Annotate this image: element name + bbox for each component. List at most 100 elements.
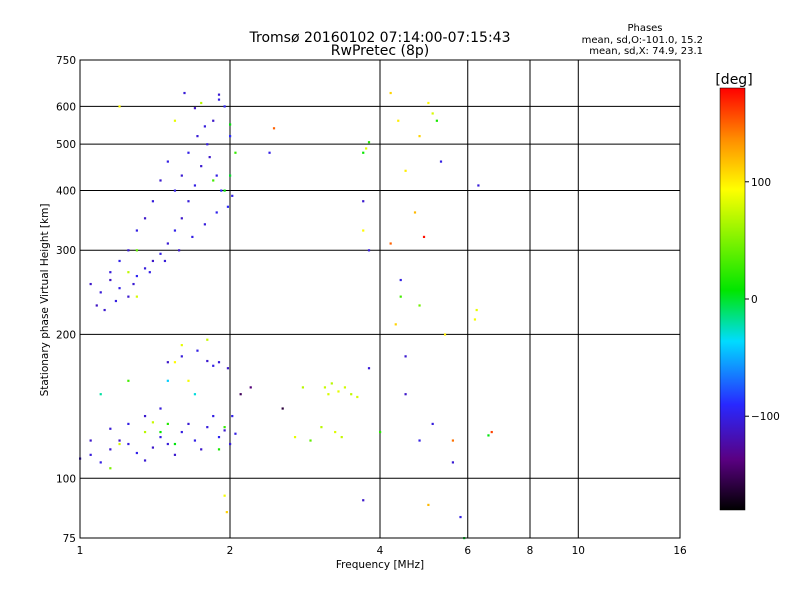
- data-point-X: [389, 242, 392, 245]
- data-point-O: [89, 439, 92, 442]
- data-point-other: [379, 430, 382, 434]
- data-point-other: [217, 448, 221, 451]
- y-tick-label: 600: [56, 101, 76, 113]
- data-point-O: [166, 361, 169, 364]
- data-point-other: [229, 174, 232, 177]
- data-point-O: [180, 174, 183, 177]
- data-point-X: [340, 435, 343, 439]
- data-point-X: [418, 135, 421, 138]
- data-point-X: [389, 91, 392, 95]
- data-point-O: [200, 165, 203, 168]
- y-tick-label: 500: [56, 139, 76, 151]
- data-point-other: [223, 189, 226, 192]
- colorbar-gradient: [719, 87, 746, 511]
- data-point-X: [118, 105, 121, 108]
- y-tick-label: 400: [56, 185, 76, 197]
- data-point-O: [103, 308, 106, 312]
- data-point-O: [451, 461, 455, 464]
- data-point-O: [177, 249, 181, 252]
- y-tick-label: 200: [56, 329, 76, 341]
- grid-lines: [80, 60, 680, 538]
- colorbar-label: [deg]: [715, 72, 752, 88]
- data-point-O: [173, 453, 177, 456]
- data-point-O: [151, 259, 155, 263]
- data-point-X: [323, 386, 327, 389]
- y-tick-label: 100: [56, 473, 76, 485]
- data-point-X: [187, 379, 190, 382]
- data-point-X: [206, 338, 209, 341]
- data-point-O: [206, 426, 209, 429]
- data-point-O: [268, 151, 271, 154]
- data-point-O: [193, 439, 197, 442]
- x-tick-label: 8: [527, 545, 534, 557]
- data-point-O: [367, 367, 371, 370]
- data-point-O: [196, 349, 199, 352]
- data-point-O: [229, 135, 232, 138]
- data-point-O: [132, 282, 135, 286]
- data-point-other: [166, 422, 169, 426]
- colorbar-tick-label: 0: [751, 294, 758, 306]
- data-point-X: [223, 494, 226, 497]
- colorbar: 100 0 −100: [719, 87, 780, 511]
- data-point-O: [477, 184, 480, 187]
- data-point-O: [229, 442, 232, 446]
- data-point-X: [327, 393, 330, 396]
- data-point-X: [301, 386, 305, 389]
- data-point-O: [180, 355, 183, 358]
- data-point-other: [127, 379, 130, 382]
- data-point-X: [394, 323, 397, 326]
- data-point-other: [109, 467, 112, 470]
- data-point-X: [118, 442, 121, 446]
- data-point-O: [226, 367, 230, 370]
- data-point-O: [220, 189, 223, 192]
- data-point-O: [459, 515, 462, 519]
- data-point-O: [362, 200, 365, 203]
- data-point-X: [365, 147, 368, 150]
- data-point-O: [95, 304, 98, 307]
- data-point-O: [215, 174, 218, 177]
- data-point-O: [193, 107, 197, 110]
- data-point-other: [487, 434, 490, 437]
- data-point-other: [173, 442, 177, 446]
- data-point-O: [163, 259, 167, 263]
- data-point-O: [208, 156, 211, 159]
- data-point-X: [397, 119, 400, 122]
- data-point-O: [404, 355, 407, 358]
- data-point-other: [223, 426, 226, 429]
- data-point-other: [399, 295, 402, 298]
- data-point-O: [206, 143, 209, 146]
- data-point-O: [404, 393, 407, 396]
- data-point-O: [109, 278, 112, 282]
- data-point-O: [399, 278, 402, 282]
- data-point-X: [143, 430, 147, 434]
- data-point-O: [187, 151, 190, 154]
- y-axis-ticks: 75 100 200 300 400 500 600 750: [56, 55, 76, 545]
- data-point-O: [118, 287, 121, 290]
- data-points: [79, 91, 493, 540]
- data-point-O: [212, 119, 215, 122]
- data-point-other: [418, 304, 421, 307]
- data-point-O: [191, 235, 194, 239]
- data-point-X: [200, 101, 203, 105]
- data-point-other: [99, 393, 102, 396]
- data-point-O: [431, 422, 434, 426]
- data-point-O: [109, 448, 112, 451]
- data-point-other: [135, 249, 138, 252]
- data-point-O: [159, 252, 162, 255]
- data-point-O: [180, 217, 183, 220]
- data-point-O: [215, 211, 218, 214]
- data-point-O: [180, 430, 183, 434]
- data-point-X: [427, 503, 430, 507]
- data-point-X: [362, 229, 365, 232]
- data-point-X: [127, 271, 130, 274]
- data-point-X: [343, 386, 347, 389]
- x-tick-label: 16: [673, 545, 687, 557]
- stats-x-mode: mean, sd,X: 74.9, 23.1: [589, 46, 703, 57]
- data-point-other: [212, 179, 215, 182]
- data-point-other: [193, 393, 197, 396]
- data-point-O: [127, 442, 130, 446]
- data-point-X: [490, 430, 493, 434]
- data-point-X: [404, 169, 407, 172]
- data-point-O: [109, 427, 112, 430]
